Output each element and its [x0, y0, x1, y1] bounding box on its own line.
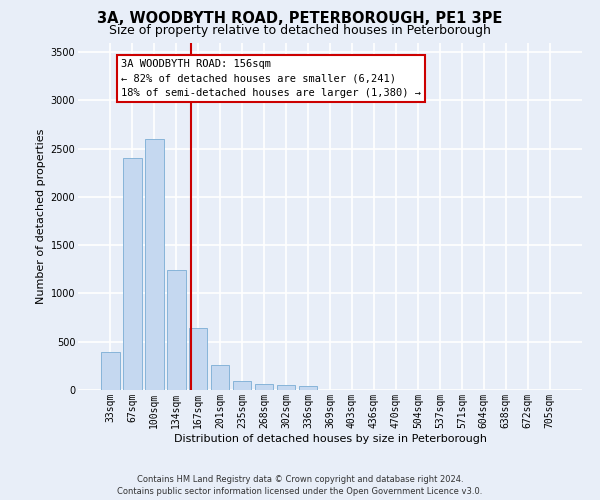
- Text: Size of property relative to detached houses in Peterborough: Size of property relative to detached ho…: [109, 24, 491, 37]
- Bar: [167, 270, 185, 390]
- Y-axis label: Number of detached properties: Number of detached properties: [37, 128, 46, 304]
- Bar: [233, 381, 251, 390]
- Bar: [101, 352, 119, 390]
- Text: 3A WOODBYTH ROAD: 156sqm
← 82% of detached houses are smaller (6,241)
18% of sem: 3A WOODBYTH ROAD: 156sqm ← 82% of detach…: [121, 59, 421, 98]
- Text: 3A, WOODBYTH ROAD, PETERBOROUGH, PE1 3PE: 3A, WOODBYTH ROAD, PETERBOROUGH, PE1 3PE: [97, 11, 503, 26]
- Bar: [123, 158, 142, 390]
- Bar: [299, 386, 317, 390]
- Bar: [145, 139, 164, 390]
- Text: Contains HM Land Registry data © Crown copyright and database right 2024.
Contai: Contains HM Land Registry data © Crown c…: [118, 474, 482, 496]
- Bar: [277, 384, 295, 390]
- Bar: [255, 384, 274, 390]
- X-axis label: Distribution of detached houses by size in Peterborough: Distribution of detached houses by size …: [173, 434, 487, 444]
- Bar: [189, 328, 208, 390]
- Bar: [211, 366, 229, 390]
